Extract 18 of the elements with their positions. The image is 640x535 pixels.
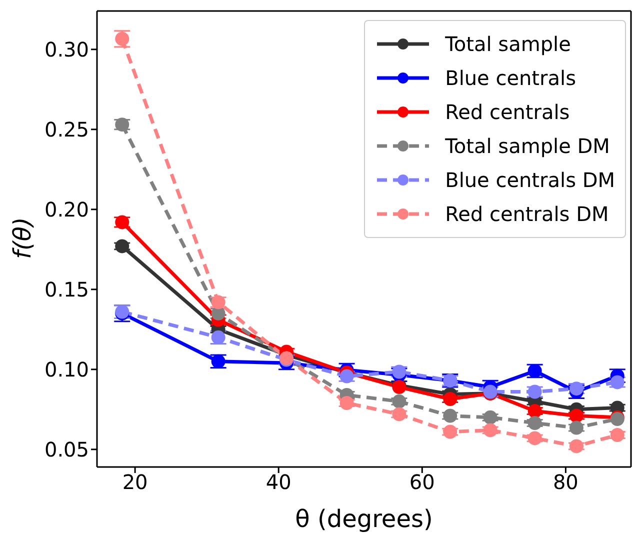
legend-label: Blue centrals <box>445 66 576 90</box>
x-tick-label: 60 <box>409 470 435 494</box>
y-tick-label: 0.10 <box>44 358 89 382</box>
legend-label: Red centrals <box>445 100 570 124</box>
legend-label: Total sample <box>445 32 571 56</box>
y-tick-label: 0.05 <box>44 438 89 462</box>
x-tick-label: 20 <box>122 470 148 494</box>
x-axis-title: θ (degrees) <box>295 505 433 533</box>
y-tick-label: 0.25 <box>44 118 89 142</box>
legend-label: Red centrals DM <box>445 202 609 226</box>
y-tick-label: 0.20 <box>44 198 89 222</box>
y-tick-label: 0.30 <box>44 38 89 62</box>
x-tick-label: 80 <box>552 470 578 494</box>
y-tick-label: 0.15 <box>44 278 89 302</box>
y-axis-title: f(θ) <box>8 217 37 259</box>
legend-label: Total sample DM <box>445 134 610 158</box>
x-tick-label: 40 <box>266 470 292 494</box>
legend-label: Blue centrals DM <box>445 168 615 192</box>
